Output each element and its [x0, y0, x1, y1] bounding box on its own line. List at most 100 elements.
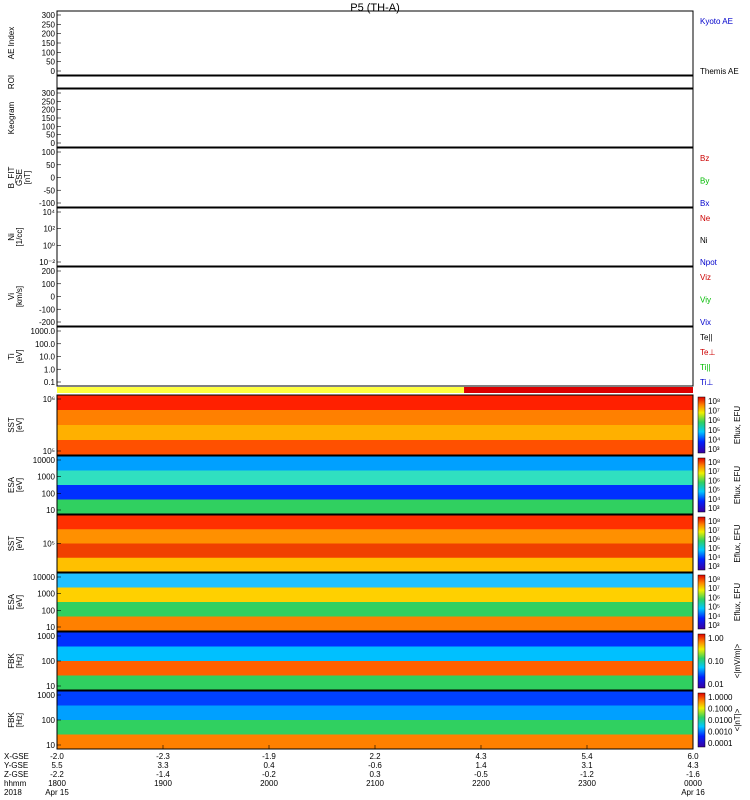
- y-tick-label: 1000.0: [31, 327, 56, 336]
- colorbar-tick-label: 10⁴: [708, 435, 721, 444]
- x-tick-label: -2.0: [50, 752, 64, 761]
- x-tick-label: Apr 15: [45, 788, 69, 797]
- x-tick-label: 2200: [472, 779, 490, 788]
- y-axis-label: FBK: [7, 712, 16, 728]
- spectrogram-band: [57, 395, 693, 411]
- legend-entry: Npot: [700, 258, 718, 267]
- spectrogram-band: [57, 543, 693, 559]
- x-tick-label: 1900: [154, 779, 172, 788]
- colorbar-tick-label: 10⁷: [708, 407, 720, 416]
- colorbar-tick-label: 10⁷: [708, 584, 720, 593]
- y-tick-label: 10: [46, 506, 55, 515]
- x-row-label: hhmm: [4, 779, 27, 788]
- y-axis-label: ROI: [7, 75, 16, 89]
- spectrogram-band: [57, 720, 693, 735]
- panel-fbk_b: 1.0000 0.1000 0.0100 0.0010 0.0001<|nT|> 1000…: [7, 690, 742, 750]
- colorbar-tick-label: 0.0001: [708, 739, 733, 748]
- colorbar: [697, 633, 706, 689]
- panel-frame: [56, 266, 694, 327]
- y-axis-label: [eV]: [15, 349, 24, 363]
- y-tick-label: 0: [51, 174, 56, 183]
- spectrogram-band: [57, 485, 693, 500]
- y-axis-label: [eV]: [15, 595, 24, 609]
- colorbar-label: Eflux, EFU: [733, 466, 742, 504]
- mode-bar-fast: [464, 387, 693, 393]
- y-axis-label: [km/s]: [15, 286, 24, 307]
- y-tick-label: 10⁵: [43, 540, 55, 549]
- y-tick-label: 0.1: [44, 378, 56, 387]
- x-tick-label: -0.2: [262, 770, 276, 779]
- colorbar-tick-label: 10⁶: [708, 593, 720, 602]
- colorbar-tick-label: 0.1000: [708, 705, 733, 714]
- y-tick-label: 0: [51, 293, 56, 302]
- colorbar-tick-label: 10³: [708, 621, 720, 630]
- spectrogram-band: [57, 557, 693, 573]
- legend-entry: Vix: [700, 318, 711, 327]
- spectrogram-band: [57, 661, 693, 676]
- colorbar-tick-label: 10⁴: [708, 612, 721, 621]
- colorbar-tick-label: 10⁴: [708, 553, 721, 562]
- y-tick-label: 250: [42, 20, 56, 29]
- panel-roi: ROI: [7, 75, 694, 89]
- spectrogram-band: [57, 425, 693, 441]
- legend-entry: Kyoto AE: [700, 17, 733, 26]
- x-tick-label: 5.5: [51, 761, 63, 770]
- x-tick-label: 0000: [684, 779, 702, 788]
- x-tick-label: 0.3: [369, 770, 381, 779]
- y-axis-label: [eV]: [15, 418, 24, 432]
- y-tick-label: 250: [42, 97, 56, 106]
- panel-frame: [56, 88, 694, 148]
- y-axis-label: [1/cc]: [15, 227, 24, 246]
- spectrogram-band: [57, 456, 693, 471]
- x-tick-label: -2.2: [50, 770, 64, 779]
- colorbar-tick-label: 10⁸: [708, 575, 720, 584]
- y-axis-label: [eV]: [15, 536, 24, 550]
- colorbar-tick-label: 10⁷: [708, 526, 720, 535]
- x-tick-label: -2.3: [156, 752, 170, 761]
- y-tick-label: 100: [42, 606, 56, 615]
- legend-entry: By: [700, 177, 709, 186]
- spectrogram-band: [57, 587, 693, 603]
- y-axis-label: SST: [7, 417, 16, 433]
- colorbar-tick-label: 10⁴: [708, 495, 721, 504]
- y-axis-label: Vi: [7, 293, 16, 300]
- colorbar-label: <|mV/m|>: [733, 643, 742, 678]
- colorbar-tick-label: 0.01: [708, 680, 724, 689]
- mode-bar-slow: [57, 387, 465, 393]
- y-tick-label: -100: [39, 199, 56, 208]
- spectrogram-band: [57, 646, 693, 662]
- y-tick-label: 100: [42, 657, 56, 666]
- y-axis-label: B_FIT: [7, 166, 16, 188]
- spectrogram-band: [57, 529, 693, 544]
- y-tick-label: 1.0: [44, 365, 56, 374]
- panel-frame: [56, 572, 694, 632]
- y-axis-label: [eV]: [15, 478, 24, 492]
- spectrogram-band: [57, 691, 693, 706]
- y-tick-label: -100: [39, 305, 56, 314]
- y-tick-label: -200: [39, 318, 56, 327]
- y-tick-label: 10⁻²: [39, 258, 55, 267]
- legend-entry: Viy: [700, 296, 711, 305]
- y-axis-label: [Hz]: [15, 713, 24, 727]
- y-tick-label: 10000: [33, 456, 56, 465]
- x-tick-label: 4.3: [687, 761, 699, 770]
- x-tick-label: -0.6: [368, 761, 382, 770]
- y-axis-label: [Hz]: [15, 654, 24, 668]
- y-tick-label: 150: [42, 114, 56, 123]
- colorbar-tick-label: 1.0000: [708, 693, 733, 702]
- x-tick-label: 1.4: [475, 761, 487, 770]
- colorbar-label: Eflux, EFU: [733, 524, 742, 562]
- colorbar-label: Eflux, EFU: [733, 583, 742, 621]
- x-tick-label: 1800: [48, 779, 66, 788]
- colorbar: [697, 516, 706, 571]
- y-axis-label: ESA: [7, 593, 16, 610]
- y-tick-label: 10⁵: [43, 447, 55, 456]
- spectrogram-band: [57, 515, 693, 530]
- y-axis-label: AE Index: [7, 27, 16, 59]
- y-tick-label: 1000: [37, 632, 55, 641]
- y-tick-label: 0: [51, 139, 56, 148]
